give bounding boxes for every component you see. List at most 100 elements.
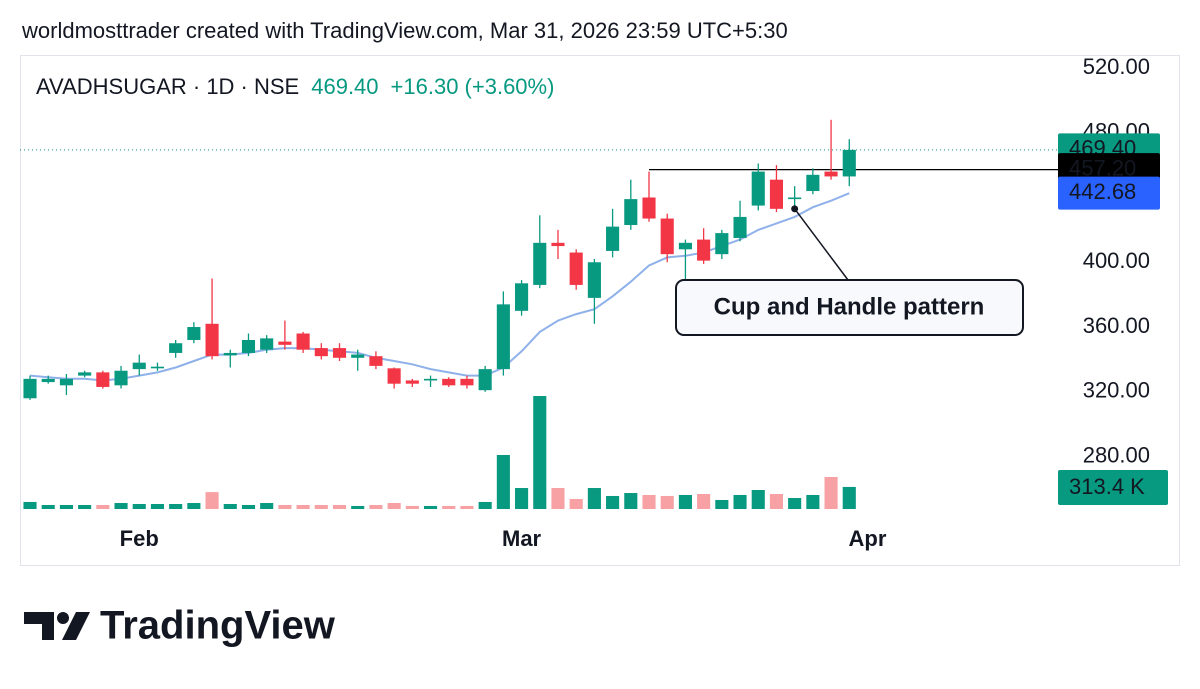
candle-body <box>624 199 638 226</box>
logo <box>24 612 90 640</box>
candle-body <box>824 171 838 177</box>
candle-body <box>260 338 274 350</box>
candle-body <box>697 239 711 261</box>
volume-bar <box>697 494 711 509</box>
candle-body <box>460 378 474 386</box>
candle-body <box>533 242 547 285</box>
legend-close: 469.40 <box>311 74 378 99</box>
volume-bar <box>351 505 365 509</box>
candle-body <box>59 378 73 386</box>
volume-label: 313.4 K <box>1069 474 1145 499</box>
volume-bar <box>150 504 165 509</box>
candle-body <box>150 366 165 369</box>
y-tick-label: 400.00 <box>1083 248 1150 273</box>
candle-body <box>496 304 510 370</box>
candle-body <box>551 242 565 247</box>
candle-body <box>387 368 401 384</box>
volume-bar <box>96 504 110 509</box>
legend: AVADHSUGAR · 1D · NSE 469.40 +16.30 (+3.60… <box>36 74 554 99</box>
volume-bar <box>23 501 37 509</box>
volume-bar <box>223 504 237 509</box>
y-tick-label: 520.00 <box>1083 54 1150 79</box>
volume-bar <box>715 499 729 509</box>
x-tick-label: Apr <box>849 526 887 551</box>
volume-bar <box>569 499 583 509</box>
candle-body <box>769 179 784 209</box>
candle-body <box>78 372 92 376</box>
volume-bar <box>678 494 692 509</box>
candle-body <box>405 380 419 384</box>
candle-body <box>132 362 146 370</box>
y-tick-label: 320.00 <box>1083 378 1150 403</box>
candle-body <box>241 339 256 353</box>
candle-body <box>314 348 328 357</box>
candle-body <box>515 283 529 311</box>
candle-body <box>169 343 183 353</box>
volume-bar <box>533 396 547 509</box>
volume-bar <box>788 498 802 509</box>
volume-bar <box>114 503 128 509</box>
volume-bar <box>78 504 92 509</box>
y-tick-label: 280.00 <box>1083 442 1150 467</box>
annotation-text: Cup and Handle pattern <box>714 293 985 320</box>
volume-bar <box>842 486 856 509</box>
volume-bar <box>405 505 419 509</box>
volume-bar <box>332 504 347 509</box>
volume-bar <box>624 493 638 509</box>
candle-body <box>332 348 347 358</box>
candle-body <box>351 354 365 358</box>
candle-body <box>569 252 583 285</box>
volume-label-box <box>1058 470 1168 505</box>
annotation-box <box>675 279 1024 336</box>
volume-bar <box>241 504 256 509</box>
volume-bar <box>369 504 383 509</box>
logo-mark <box>24 612 54 640</box>
volume-bar <box>824 476 838 509</box>
volume-bar <box>733 494 747 509</box>
candle-body <box>41 378 55 383</box>
ma-label: 442.68 <box>1069 179 1136 204</box>
candle-body <box>369 356 383 366</box>
candle-body <box>788 197 802 200</box>
volume-bar <box>169 504 183 509</box>
volume-bar <box>387 503 401 509</box>
candle-body <box>678 242 692 250</box>
logo-text: TradingView <box>100 604 336 648</box>
volume-bar <box>496 454 510 509</box>
candle-body <box>442 378 456 386</box>
volume-bar <box>260 503 274 509</box>
candle-body <box>733 216 747 238</box>
candle-body <box>587 262 601 298</box>
legend-change: +16.30 (+3.60%) <box>391 74 555 99</box>
candle-body <box>478 369 492 391</box>
candle-body <box>296 333 310 350</box>
candle-body <box>114 370 128 386</box>
volume-bar <box>460 505 474 509</box>
panel-border <box>20 55 1180 566</box>
volume-bar <box>551 488 565 509</box>
logo-mark <box>62 612 90 640</box>
candle-body <box>715 233 729 255</box>
volume-bar <box>606 495 620 509</box>
volume-bar <box>587 488 601 509</box>
volume-bar <box>751 489 765 509</box>
volume-bar <box>642 494 656 509</box>
header: worldmosttrader created with TradingView… <box>21 18 788 43</box>
candle-body <box>842 149 856 177</box>
annotation-arrow <box>794 208 849 281</box>
volume-bar <box>59 504 73 509</box>
candle-body <box>751 171 765 206</box>
ma-label-box <box>1058 176 1160 210</box>
x-tick-label: Mar <box>502 526 542 551</box>
candle-body <box>223 352 237 356</box>
volume-bar <box>423 505 438 509</box>
volume-bar <box>806 494 820 509</box>
hline-label: 457.20 <box>1069 155 1136 180</box>
annotation-point <box>791 205 799 213</box>
legend-title: AVADHSUGAR · 1D · NSE <box>36 74 299 99</box>
candle-body <box>423 378 438 381</box>
candle-body <box>96 372 110 387</box>
candle-body <box>642 197 656 219</box>
